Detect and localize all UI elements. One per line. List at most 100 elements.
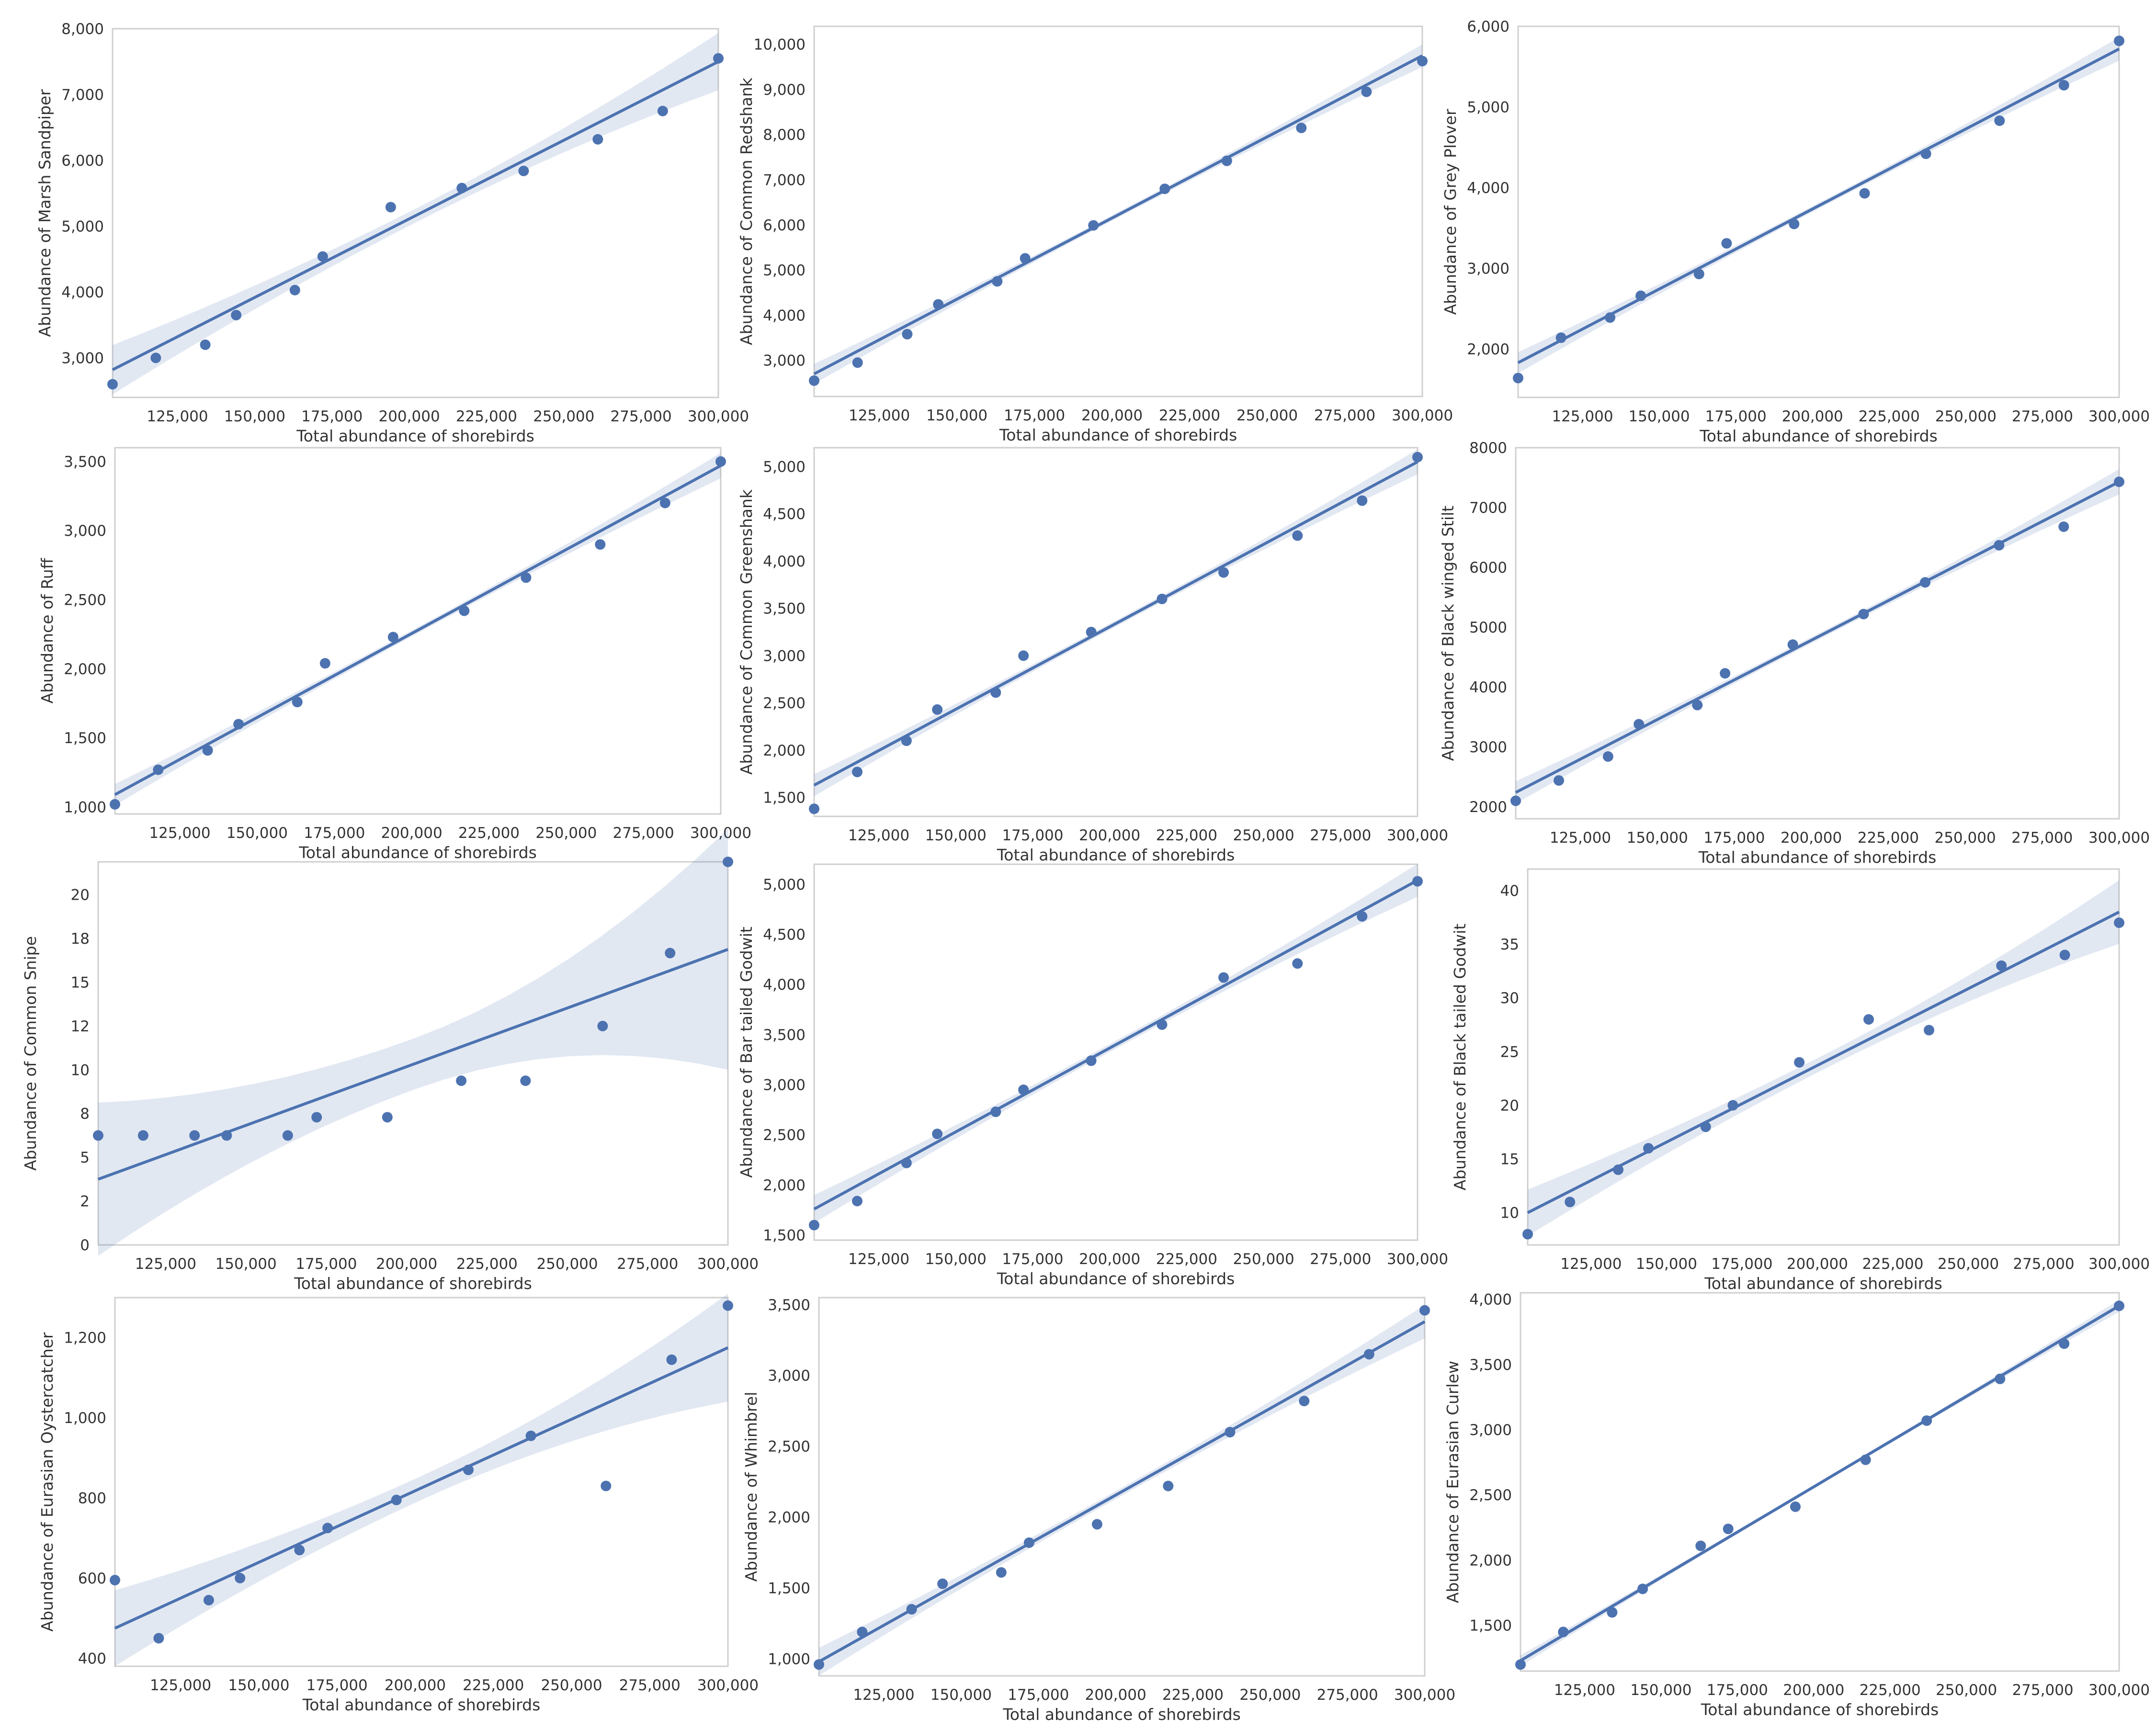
data-point xyxy=(1859,188,1870,199)
x-tick-label: 175,000 xyxy=(1705,408,1767,425)
y-tick-label: 9,000 xyxy=(763,81,806,99)
data-point xyxy=(1296,123,1307,134)
x-tick-label: 275,000 xyxy=(1317,1686,1378,1704)
data-point xyxy=(525,1430,536,1441)
x-tick-label: 250,000 xyxy=(541,1677,602,1694)
y-tick-label: 600 xyxy=(78,1570,106,1587)
x-tick-label: 225,000 xyxy=(1156,1251,1217,1268)
y-axis-label: Abundance of Black tailed Godwit xyxy=(1451,924,1469,1191)
y-tick-label: 2,500 xyxy=(64,592,106,609)
regression-line xyxy=(1515,480,2120,794)
data-point xyxy=(311,1112,322,1123)
data-point xyxy=(2114,476,2124,487)
data-point xyxy=(221,1130,232,1141)
x-tick-label: 250,000 xyxy=(1237,407,1298,424)
x-tick-label: 250,000 xyxy=(1934,829,1996,847)
data-point xyxy=(1558,1627,1569,1638)
plot-frame xyxy=(1517,25,2120,398)
x-axis-label: Total abundance of shorebirds xyxy=(1701,1700,1939,1719)
y-tick-label: 2,500 xyxy=(763,1127,806,1144)
x-tick-label: 200,000 xyxy=(1079,827,1140,844)
x-tick-label: 150,000 xyxy=(227,825,288,842)
regression-line xyxy=(1517,47,2120,364)
y-tick-label: 1,500 xyxy=(768,1580,810,1597)
data-point xyxy=(1018,1085,1029,1095)
y-tick-label: 1,500 xyxy=(763,1227,806,1244)
y-tick-label: 25 xyxy=(1500,1043,1519,1061)
chart-panel-11: 125,000 150,000 175,000 200,000 225,000 250,0… xyxy=(742,1297,1455,1724)
y-tick-label: 20 xyxy=(71,887,90,904)
y-tick-label: 18 xyxy=(71,930,90,948)
x-tick-label: 200,000 xyxy=(381,825,442,842)
data-point xyxy=(1157,1019,1168,1030)
data-point xyxy=(1996,960,2007,971)
data-point xyxy=(1292,530,1303,541)
y-tick-label: 2000 xyxy=(1469,799,1507,816)
data-point xyxy=(93,1130,103,1141)
data-point xyxy=(200,339,211,350)
y-tick-label: 4000 xyxy=(1469,679,1507,696)
data-point xyxy=(902,328,913,339)
y-tick-label: 6,000 xyxy=(61,152,104,170)
data-point xyxy=(231,310,242,321)
y-axis-label: Abundance of Marsh Sandpiper xyxy=(35,89,54,337)
x-tick-label: 300,000 xyxy=(1394,1686,1455,1704)
x-tick-label: 275,000 xyxy=(1310,827,1371,844)
x-tick-label: 300,000 xyxy=(2088,408,2150,425)
chart-panel-9: 125,000 150,000 175,000 200,000 225,000 250,0… xyxy=(1451,868,2150,1293)
y-tick-label: 2,500 xyxy=(768,1438,810,1456)
data-point xyxy=(521,572,532,583)
x-tick-label: 200,000 xyxy=(1079,1251,1140,1268)
x-tick-label: 250,000 xyxy=(1239,1686,1301,1704)
data-point xyxy=(233,719,244,730)
x-tick-label: 250,000 xyxy=(535,825,597,842)
plot-frame xyxy=(818,1297,1426,1677)
x-tick-label: 275,000 xyxy=(2013,1255,2074,1273)
data-point xyxy=(1720,668,1731,679)
y-tick-label: 1,000 xyxy=(64,1410,106,1427)
y-tick-label: 7000 xyxy=(1469,499,1507,517)
data-point xyxy=(1994,540,2005,551)
x-tick-label: 125,000 xyxy=(135,1255,196,1273)
y-tick-label: 15 xyxy=(1500,1151,1519,1168)
y-tick-label: 8 xyxy=(80,1106,90,1123)
data-point xyxy=(282,1130,293,1141)
confidence-band xyxy=(113,33,718,395)
y-tick-label: 3,000 xyxy=(1469,1422,1512,1439)
data-point xyxy=(809,375,819,386)
data-point xyxy=(1412,452,1423,463)
y-tick-label: 3,000 xyxy=(763,647,806,665)
y-axis-label: Abundance of Eurasian Curlew xyxy=(1443,1361,1462,1603)
y-tick-label: 6,000 xyxy=(763,217,806,234)
regression-line xyxy=(97,948,729,1181)
x-axis-label: Total abundance of shorebirds xyxy=(997,846,1235,864)
y-axis-label: Abundance of Eurasian Oystercatcher xyxy=(38,1332,57,1632)
y-tick-label: 7,000 xyxy=(763,172,806,189)
x-tick-label: 275,000 xyxy=(2011,829,2073,847)
x-tick-label: 300,000 xyxy=(690,825,751,842)
data-point xyxy=(1863,1014,1874,1025)
x-tick-label: 175,000 xyxy=(306,1677,368,1694)
data-point xyxy=(1361,86,1372,97)
y-tick-label: 800 xyxy=(78,1490,106,1507)
x-tick-label: 250,000 xyxy=(1233,827,1294,844)
data-point xyxy=(189,1130,200,1141)
y-tick-label: 5 xyxy=(80,1149,90,1166)
data-point xyxy=(906,1604,917,1615)
x-tick-label: 250,000 xyxy=(536,1255,598,1273)
x-tick-label: 125,000 xyxy=(1550,829,1611,847)
data-point xyxy=(1218,567,1229,578)
y-tick-label: 4,500 xyxy=(763,927,806,944)
y-tick-label: 10 xyxy=(71,1062,90,1079)
x-axis-label: Total abundance of shorebirds xyxy=(1002,1705,1241,1724)
data-point xyxy=(1787,639,1798,650)
data-point xyxy=(1020,253,1031,264)
y-tick-label: 2,500 xyxy=(763,695,806,712)
data-point xyxy=(1695,1540,1706,1551)
chart-panel-6: 125,000 150,000 175,000 200,000 225,000 250,0… xyxy=(1439,440,2150,867)
y-tick-label: 5,000 xyxy=(763,458,806,475)
x-axis-label: Total abundance of shorebirds xyxy=(1704,1274,1942,1293)
data-point xyxy=(595,539,606,550)
data-point xyxy=(1522,1229,1533,1240)
plot-frame xyxy=(813,447,1418,817)
